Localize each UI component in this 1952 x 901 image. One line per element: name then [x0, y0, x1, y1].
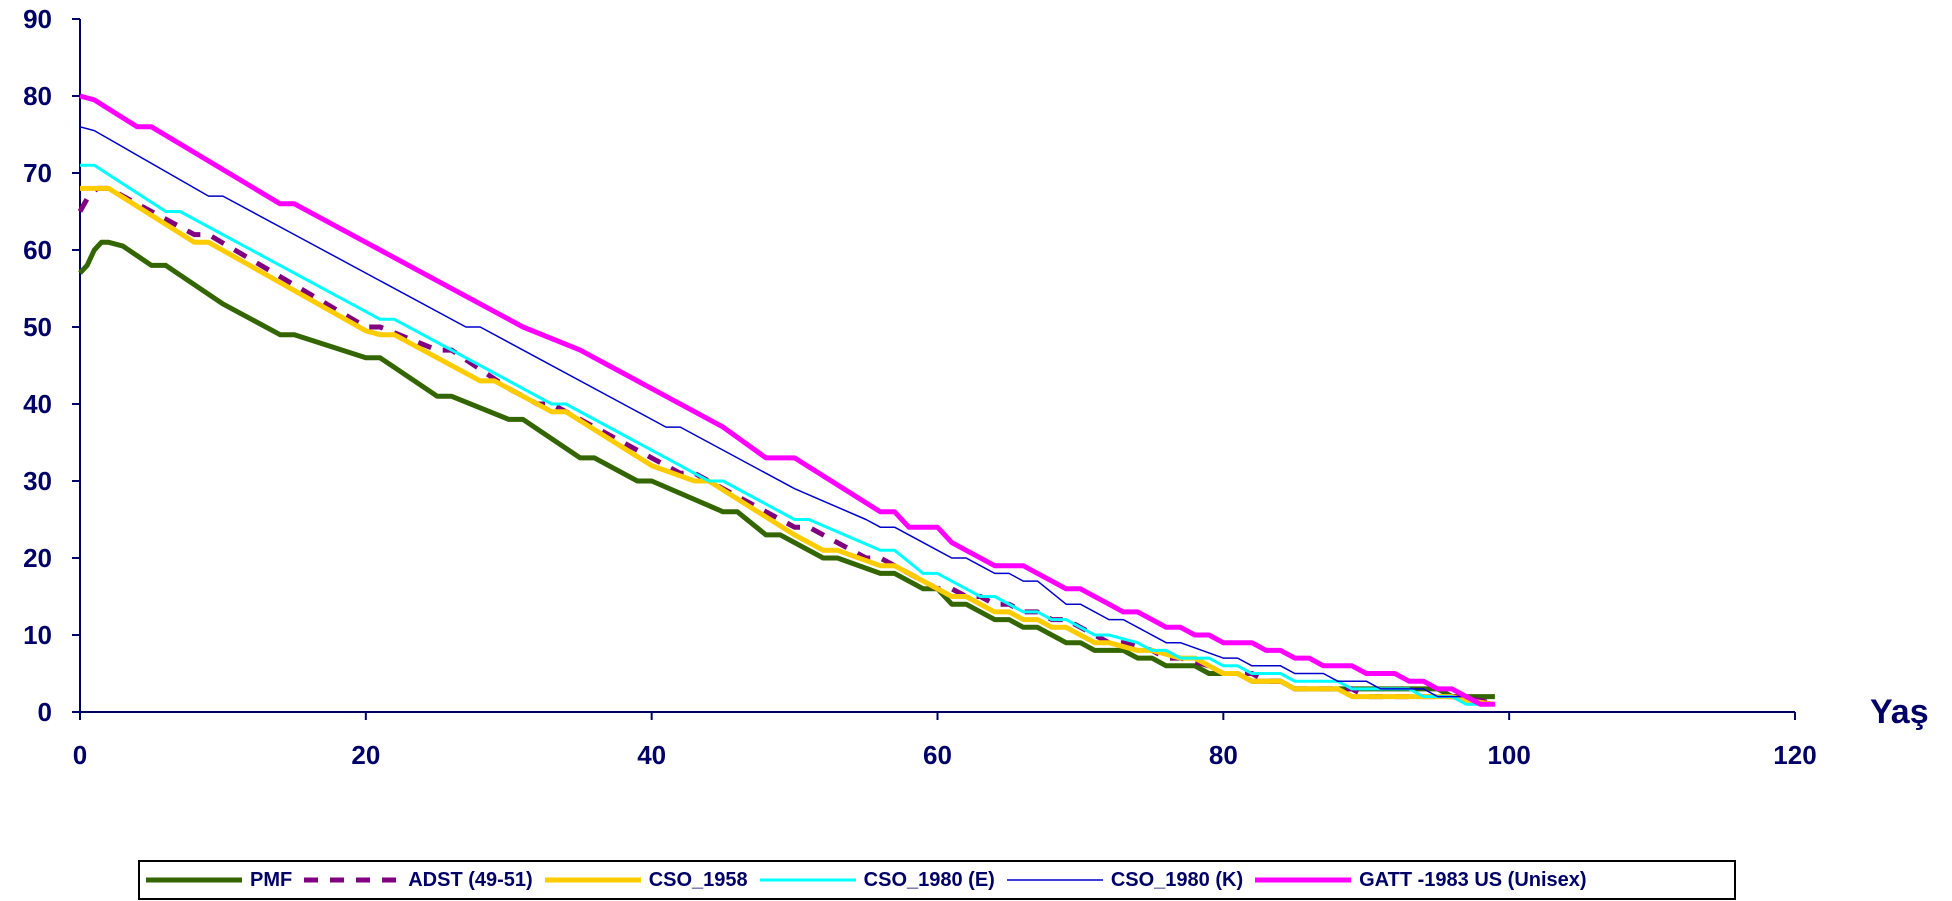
y-tick-label: 30	[23, 466, 52, 496]
legend-label: PMF	[250, 868, 293, 891]
legend-item: ADST (49-51)	[302, 868, 533, 892]
legend-item: CSO_1980 (K)	[1005, 868, 1243, 892]
series-line-4	[80, 163, 1481, 706]
series-line-3	[80, 185, 1496, 707]
y-axis: 0 10 20 30 40 50 60 70 80 90	[23, 4, 81, 727]
life-expectancy-chart: 0 20 40 60 80 100 120 0 10 20 30 40 50 60 70 80 90 Yaş	[23, 4, 1929, 770]
legend-item: CSO_1958	[543, 868, 748, 892]
x-tick-label: 60	[923, 740, 952, 770]
x-tick-label: 20	[351, 740, 380, 770]
legend-label: CSO_1980 (K)	[1110, 868, 1244, 891]
series-line-5	[79, 126, 1495, 706]
series-line-1	[78, 239, 1495, 700]
x-tick-label: 0	[73, 740, 87, 770]
legend-item: PMF	[144, 868, 292, 892]
x-tick-label: 40	[637, 740, 666, 770]
series-lines	[77, 93, 1496, 707]
x-tick-label: 80	[1209, 740, 1238, 770]
y-tick-label: 20	[23, 543, 52, 573]
legend-item: GATT -1983 US (Unisex)	[1253, 868, 1587, 892]
y-tick-label: 40	[23, 389, 52, 419]
legend-item: CSO_1980 (E)	[758, 868, 995, 892]
series-line-6	[79, 93, 1495, 707]
legend-swatch	[146, 877, 242, 883]
y-tick-label: 10	[23, 620, 52, 650]
y-tick-label: 70	[23, 158, 52, 188]
legend-label: CSO_1958	[648, 868, 748, 891]
legend-label: GATT -1983 US (Unisex)	[1359, 868, 1587, 891]
legend-label: CSO_1980 (E)	[863, 868, 995, 891]
chart-legend: PMF ADST (49-51) CSO_1958 CSO_1980 (E) CSO_1…	[138, 860, 1736, 900]
series-line-2	[77, 185, 1496, 707]
y-tick-label: 90	[23, 4, 52, 34]
legend-swatch	[304, 877, 401, 883]
legend-swatch	[544, 877, 641, 883]
y-tick-label: 50	[23, 312, 52, 342]
y-tick-label: 60	[23, 235, 52, 265]
legend-swatch	[759, 878, 856, 882]
x-tick-label: 120	[1773, 740, 1816, 770]
legend-swatch	[1006, 879, 1103, 881]
legend-label: ADST (49-51)	[408, 868, 533, 891]
x-tick-label: 100	[1487, 740, 1530, 770]
x-axis: 0 20 40 60 80 100 120	[73, 711, 1817, 770]
y-tick-label: 0	[38, 697, 52, 727]
y-tick-label: 80	[23, 81, 52, 111]
x-axis-title: Yaş	[1870, 693, 1929, 731]
legend-swatch	[1255, 877, 1352, 883]
